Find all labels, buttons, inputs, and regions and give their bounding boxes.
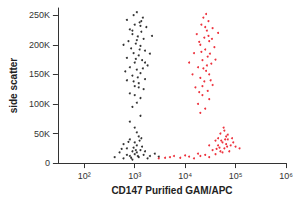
svg-text:side scatter: side scatter xyxy=(8,58,19,114)
svg-text:10⁵: 10⁵ xyxy=(229,171,243,181)
svg-text:10²: 10² xyxy=(78,171,91,181)
svg-text:10³: 10³ xyxy=(128,171,141,181)
svg-text:0: 0 xyxy=(45,158,50,168)
svg-text:CD147 Purified GAM/APC: CD147 Purified GAM/APC xyxy=(111,185,232,196)
svg-text:10⁴: 10⁴ xyxy=(178,171,192,181)
svg-text:100K: 100K xyxy=(29,99,50,109)
svg-text:10⁶: 10⁶ xyxy=(279,171,293,181)
svg-text:50K: 50K xyxy=(34,129,50,139)
svg-text:150K: 150K xyxy=(29,69,50,79)
svg-text:200K: 200K xyxy=(29,40,50,50)
svg-text:250K: 250K xyxy=(29,10,50,20)
